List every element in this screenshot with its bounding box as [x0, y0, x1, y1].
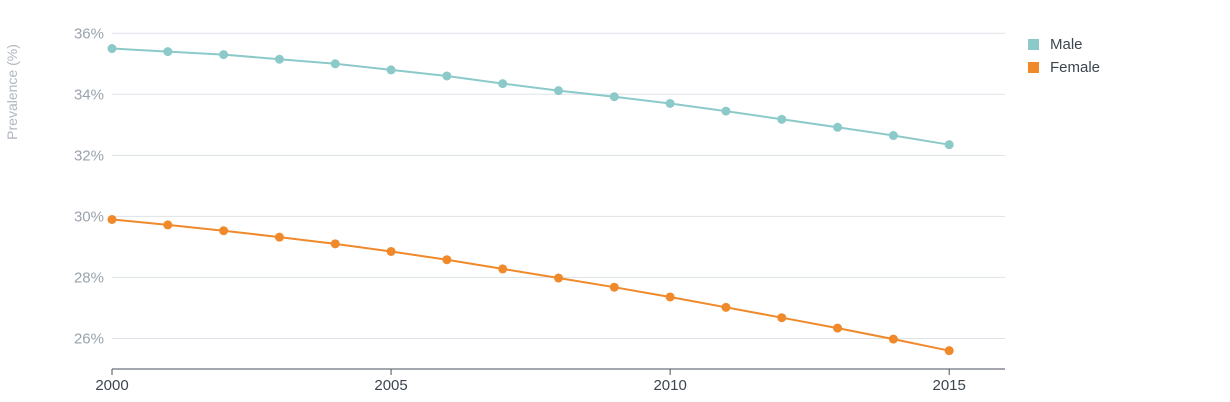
legend-item-male[interactable]: Male — [1028, 33, 1100, 56]
data-point-male — [944, 140, 954, 150]
series-lines — [111, 47, 950, 352]
data-point-female — [888, 334, 898, 344]
y-axis-label: Prevalence (%) — [4, 44, 20, 140]
data-point-female — [274, 232, 284, 242]
x-axis-ticks: 2000 2005 2010 2015 — [95, 369, 966, 394]
data-point-female — [554, 273, 563, 283]
data-point-male — [554, 86, 563, 96]
x-tick-label: 2005 — [374, 377, 407, 394]
legend-label-female: Female — [1050, 59, 1101, 76]
legend-swatch-female — [1028, 62, 1039, 73]
data-point-male — [274, 54, 284, 64]
series-line-male — [111, 47, 950, 146]
data-point-female — [107, 214, 117, 224]
data-point-male — [386, 65, 396, 75]
y-tick-label: 26% — [74, 330, 104, 347]
grid-lines — [112, 32, 1005, 339]
data-point-female — [498, 264, 508, 274]
data-point-female — [665, 292, 675, 302]
data-point-female — [442, 255, 452, 265]
data-point-male — [609, 92, 619, 102]
data-point-male — [442, 71, 452, 81]
legend-swatch-male — [1028, 39, 1039, 50]
x-tick-label: 2010 — [653, 377, 686, 394]
series-line-female — [111, 218, 950, 352]
data-point-female — [386, 246, 396, 256]
data-point-male — [721, 106, 731, 116]
x-tick-label: 2015 — [933, 377, 966, 394]
data-point-male — [665, 98, 675, 108]
data-point-female — [330, 239, 340, 249]
y-tick-label: 28% — [74, 269, 104, 286]
y-axis-ticks: 26% 28% 30% 32% 34% 36% — [74, 25, 104, 347]
y-tick-label: 32% — [74, 147, 104, 164]
y-tick-label: 36% — [74, 25, 104, 42]
data-point-female — [944, 346, 954, 356]
x-tick-label: 2000 — [95, 377, 128, 394]
data-point-male — [330, 59, 340, 69]
y-tick-label: 34% — [74, 86, 104, 103]
series-points — [107, 44, 954, 356]
data-point-male — [888, 131, 898, 141]
data-point-male — [163, 47, 173, 57]
y-tick-label: 30% — [74, 208, 104, 225]
data-point-male — [219, 50, 229, 60]
data-point-male — [107, 44, 117, 54]
data-point-female — [833, 323, 843, 333]
data-point-female — [609, 282, 619, 292]
legend: Male Female — [1028, 33, 1100, 79]
data-point-male — [833, 122, 843, 132]
data-point-female — [721, 302, 731, 312]
data-point-female — [163, 220, 173, 230]
data-point-female — [219, 226, 229, 236]
legend-item-female[interactable]: Female — [1028, 56, 1100, 79]
data-point-male — [498, 79, 508, 89]
data-point-female — [777, 313, 787, 323]
legend-label-male: Male — [1050, 36, 1083, 53]
data-point-male — [777, 114, 787, 124]
